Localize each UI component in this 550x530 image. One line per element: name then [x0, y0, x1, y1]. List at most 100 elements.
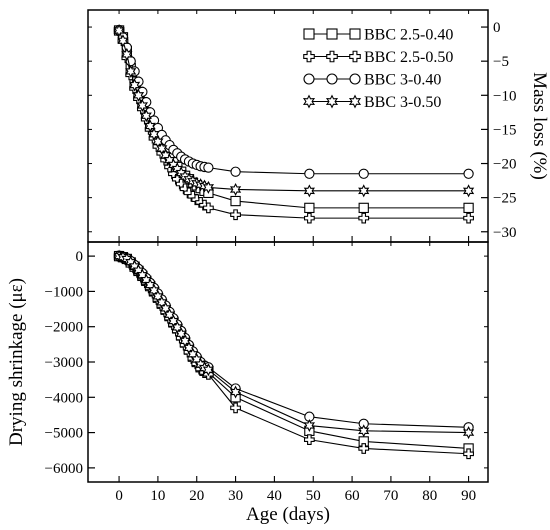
y-tick-label: −1000 — [45, 284, 83, 300]
data-point — [187, 347, 199, 361]
y-tick-label: −15 — [493, 122, 516, 138]
series-line — [118, 255, 469, 450]
x-axis-label: Age (days) — [246, 504, 330, 525]
series-square — [113, 250, 474, 454]
x-tick-label: 80 — [422, 488, 437, 504]
data-point — [358, 168, 369, 179]
legend-label: BBC 2.5-0.50 — [364, 49, 453, 66]
bottom-series-group — [113, 249, 475, 460]
y-tick-label: −5000 — [45, 426, 83, 442]
data-point — [202, 180, 215, 194]
data-point — [303, 212, 315, 224]
data-point — [136, 268, 149, 282]
x-tick-label: 10 — [150, 488, 165, 504]
y-tick-label: −6000 — [45, 461, 83, 477]
y-tick-label: −20 — [493, 157, 516, 173]
data-point — [303, 434, 315, 446]
legend: BBC 2.5-0.40 BBC 2.5-0.50 BBC 3-0.40 BBC 3-… — [302, 27, 453, 111]
legend-label: BBC 3-0.50 — [364, 94, 441, 111]
data-point — [140, 273, 152, 287]
series-line — [118, 255, 469, 434]
legend-entry: BBC 3-0.50 — [302, 94, 441, 111]
legend-entry: BBC 2.5-0.40 — [303, 27, 453, 44]
series-line — [118, 255, 469, 428]
series-circle — [113, 250, 474, 433]
data-point — [358, 424, 370, 438]
data-point — [358, 202, 369, 214]
data-point — [230, 195, 241, 207]
legend-marker — [326, 73, 338, 85]
data-point — [230, 209, 241, 221]
data-point — [229, 385, 242, 399]
series-star — [113, 23, 475, 198]
legend-marker — [349, 50, 361, 63]
data-point — [358, 443, 370, 454]
data-point — [140, 109, 152, 123]
series-star — [113, 249, 475, 440]
x-tick-label: 30 — [228, 488, 243, 504]
data-point — [117, 34, 129, 48]
data-point — [203, 202, 214, 214]
legend-marker — [303, 28, 315, 40]
x-tick-label: 40 — [267, 488, 282, 504]
data-point — [463, 448, 474, 460]
data-point — [191, 353, 203, 367]
legend-marker — [326, 50, 338, 63]
legend-marker — [349, 28, 361, 40]
y-tick-label: −30 — [493, 225, 516, 241]
data-point — [230, 402, 241, 414]
data-point — [202, 363, 215, 377]
legend-marker — [348, 94, 362, 109]
y-tick-label: 0 — [76, 249, 84, 265]
legend-entry: BBC 2.5-0.50 — [303, 49, 453, 66]
y-tick-label: −3000 — [45, 355, 83, 371]
bottom-panel: 0 −1000 −2000 −3000 −4000 −5000 −6000 0 10 20 30 40… — [6, 241, 489, 525]
data-point — [358, 212, 370, 224]
data-point — [121, 47, 133, 61]
data-point — [113, 23, 125, 37]
legend-marker — [326, 28, 338, 40]
y-tick-label: −25 — [493, 191, 516, 207]
data-point — [230, 166, 241, 177]
x-tick-label: 60 — [345, 488, 360, 504]
bottom-y-axis-label: Drying shrinkage (με) — [6, 278, 27, 446]
legend-label: BBC 3-0.40 — [364, 72, 441, 89]
top-panel: 0 −5 −10 −15 −20 −25 −30 Mass loss (%) BBC 2.5… — [87, 9, 550, 243]
data-point — [203, 162, 214, 173]
data-point — [160, 148, 172, 162]
top-y-axis-label: Mass loss (%) — [529, 72, 550, 180]
data-point — [304, 168, 315, 179]
x-tick-label: 0 — [115, 488, 123, 504]
data-point — [463, 168, 474, 179]
legend-marker — [303, 50, 315, 63]
data-point — [463, 202, 474, 214]
y-tick-label: 0 — [493, 20, 501, 36]
legend-marker — [349, 73, 361, 85]
legend-marker — [303, 73, 315, 85]
data-point — [144, 278, 156, 292]
series-plus — [113, 250, 474, 460]
y-tick-label: −10 — [493, 88, 516, 104]
legend-entry: BBC 3-0.40 — [303, 72, 441, 89]
x-tick-label: 90 — [461, 488, 476, 504]
legend-label: BBC 2.5-0.40 — [364, 27, 453, 44]
data-point — [303, 184, 315, 198]
y-tick-label: −5 — [493, 54, 509, 70]
legend-marker — [302, 94, 316, 109]
x-tick-label: 50 — [306, 488, 321, 504]
data-point — [462, 184, 475, 198]
data-point — [125, 64, 137, 78]
top-axis-ticks: 0 −5 −10 −15 −20 −25 −30 — [88, 10, 516, 242]
data-point — [358, 184, 370, 198]
data-point — [303, 419, 315, 433]
data-point — [463, 212, 474, 224]
data-point — [304, 202, 315, 214]
data-point — [128, 78, 141, 92]
legend-marker — [325, 94, 339, 109]
y-tick-label: −4000 — [45, 390, 83, 406]
data-point — [163, 153, 176, 167]
data-point — [136, 99, 149, 113]
top-series-group — [113, 23, 475, 224]
bottom-axis-ticks: 0 −1000 −2000 −3000 −4000 −5000 −6000 0 10 20 30 40… — [45, 242, 488, 504]
